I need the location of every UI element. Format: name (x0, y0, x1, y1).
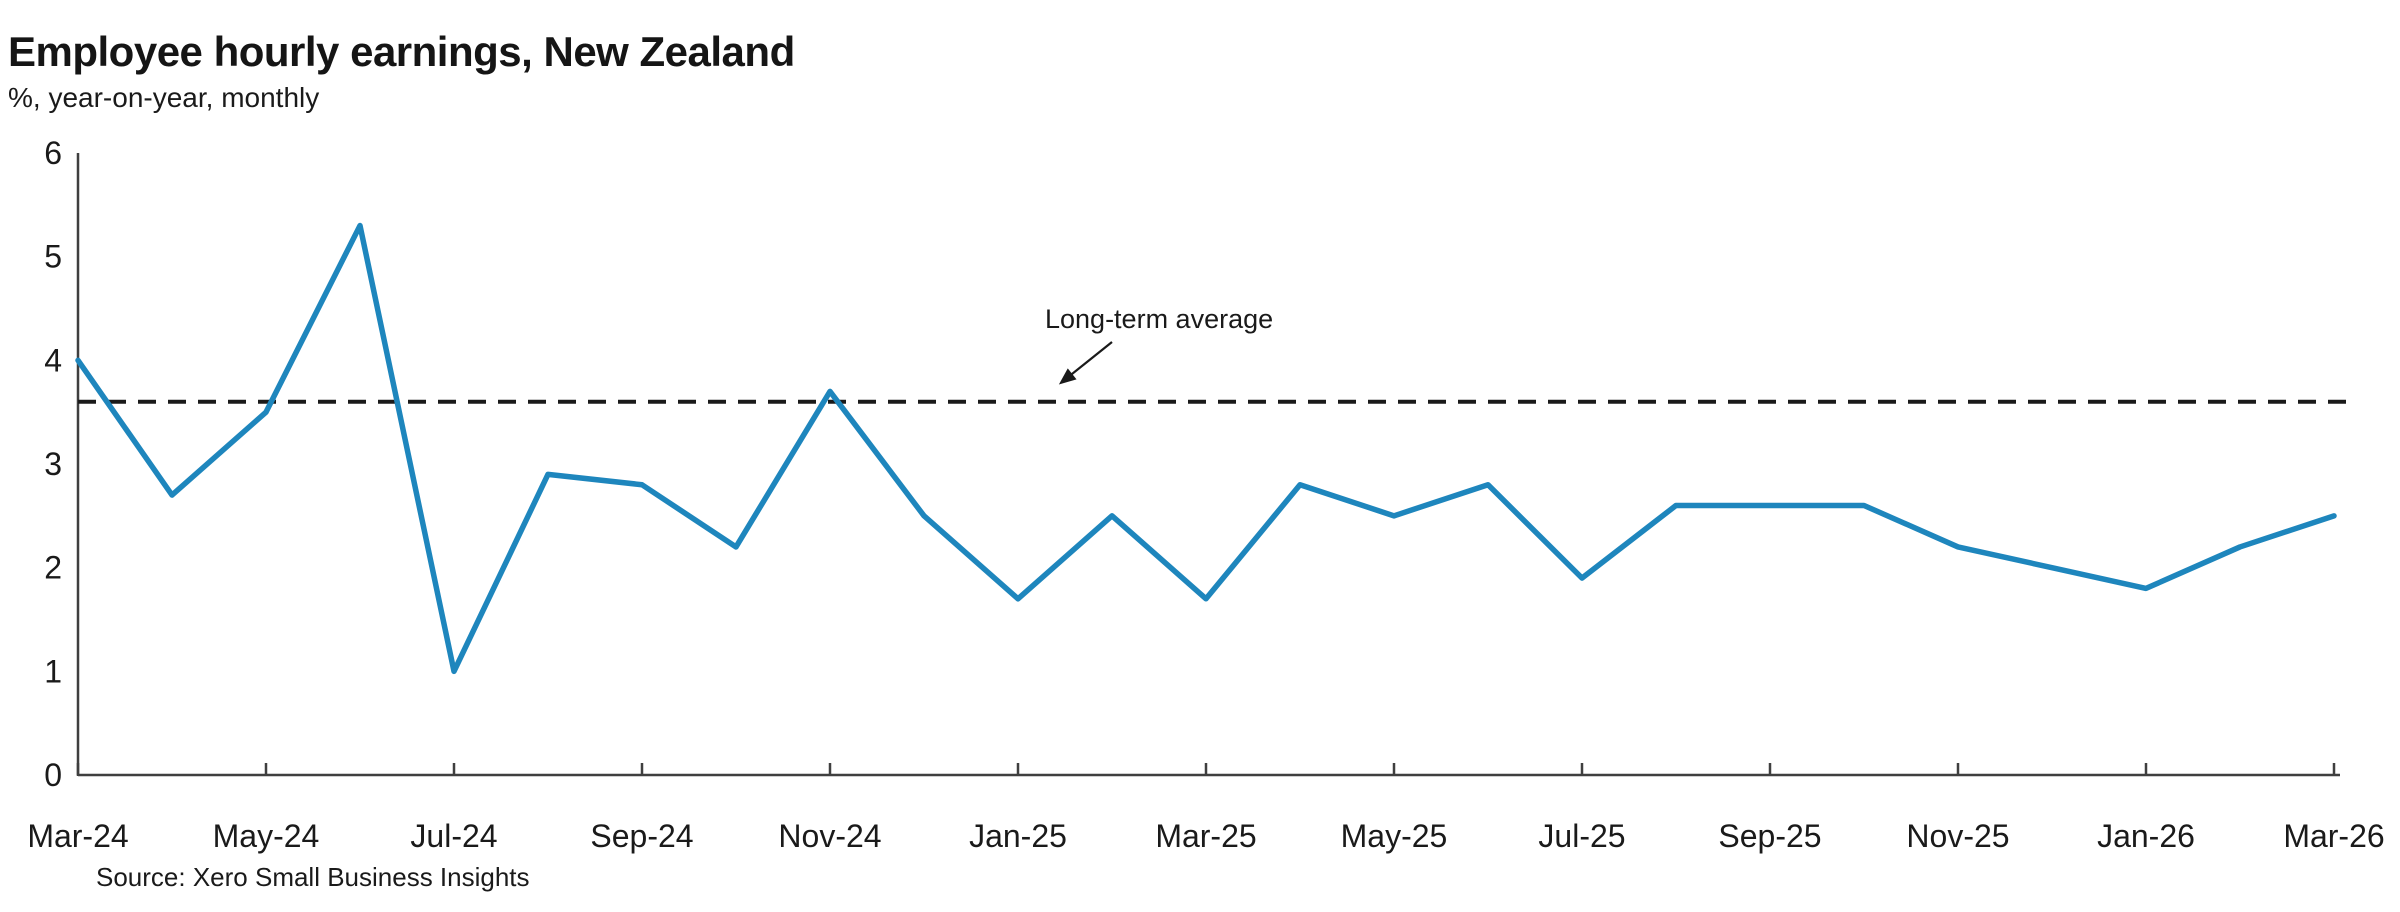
earnings-line-series (75, 222, 2337, 675)
annotation-arrow-head (1058, 368, 1077, 385)
x-tick-label: Nov-24 (778, 818, 881, 854)
x-tick-label: Jul-25 (1538, 818, 1625, 854)
x-tick-label: Mar-24 (27, 818, 128, 854)
chart-subtitle: %, year-on-year, monthly (8, 82, 320, 113)
x-tick-label: Mar-25 (1155, 818, 1256, 854)
average-line-annotation-label: Long-term average (1045, 304, 1273, 334)
x-tick-label: Jan-26 (2097, 818, 2195, 854)
y-tick-label: 5 (44, 239, 62, 275)
y-tick-label: 2 (44, 550, 62, 586)
y-tick-label: 6 (44, 135, 62, 171)
y-tick-label: 4 (44, 342, 62, 378)
x-tick-label: May-25 (1341, 818, 1448, 854)
y-tick-label: 1 (44, 653, 62, 689)
x-tick-label: Jan-25 (969, 818, 1067, 854)
x-tick-label: May-24 (213, 818, 320, 854)
x-tick-label: Jul-24 (410, 818, 497, 854)
y-tick-label: 3 (44, 446, 62, 482)
chart-title: Employee hourly earnings, New Zealand (8, 28, 795, 75)
x-tick-label: Mar-26 (2283, 818, 2384, 854)
source-note: Source: Xero Small Business Insights (96, 862, 530, 892)
y-tick-label: 0 (44, 757, 62, 793)
x-tick-label: Sep-24 (590, 818, 693, 854)
x-tick-label: Nov-25 (1906, 818, 2009, 854)
x-tick-label: Sep-25 (1718, 818, 1821, 854)
